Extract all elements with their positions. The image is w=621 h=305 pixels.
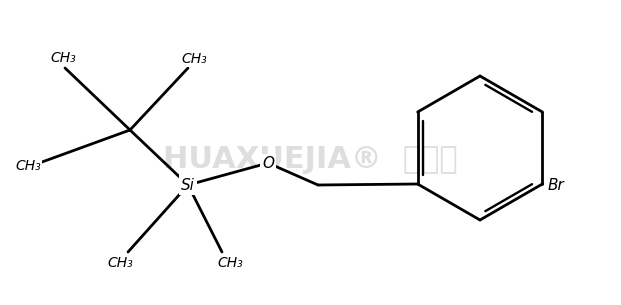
Text: Br: Br	[547, 178, 564, 193]
Text: CH₃: CH₃	[15, 159, 41, 173]
Text: Si: Si	[181, 178, 195, 192]
Text: O: O	[262, 156, 274, 170]
Text: CH₃: CH₃	[50, 51, 76, 65]
Text: CH₃: CH₃	[107, 256, 133, 270]
Text: HUAXUEJIA®  化学加: HUAXUEJIA® 化学加	[163, 145, 457, 174]
Text: CH₃: CH₃	[217, 256, 243, 270]
Text: CH₃: CH₃	[181, 52, 207, 66]
